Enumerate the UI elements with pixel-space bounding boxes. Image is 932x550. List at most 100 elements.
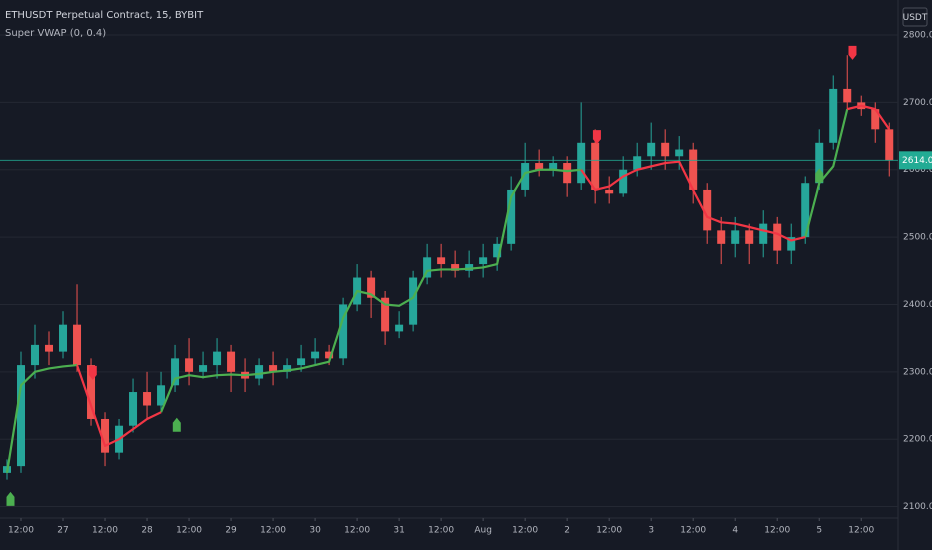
x-tick-label: 4 xyxy=(732,526,738,536)
currency-box xyxy=(902,7,928,27)
candle-body xyxy=(171,358,180,386)
candle-body xyxy=(157,385,166,406)
currency-label: USDT xyxy=(903,13,928,23)
candle-body xyxy=(17,365,26,467)
candle-body xyxy=(619,169,628,194)
candle-body xyxy=(521,163,530,190)
last-price-box xyxy=(899,151,932,170)
candle-body xyxy=(325,351,334,359)
sell-signal xyxy=(592,130,601,145)
grid xyxy=(0,34,898,508)
x-tick-label: Aug xyxy=(474,526,492,536)
indicator-label: Super VWAP (0, 0.4) xyxy=(5,28,106,39)
vwap-line xyxy=(580,160,806,242)
y-tick-label: 2100.00 xyxy=(903,502,932,512)
x-tick-label: 12:00 xyxy=(344,526,370,536)
candle-body xyxy=(283,365,292,372)
plot-area xyxy=(0,45,898,506)
x-tick-label: 31 xyxy=(393,526,404,536)
candle-body xyxy=(633,156,642,170)
y-tick-label: 2200.00 xyxy=(903,435,932,445)
vwap-line xyxy=(5,363,78,474)
x-tick-label: 3 xyxy=(648,526,654,536)
x-tick-label: 12:00 xyxy=(8,526,34,536)
candle-body xyxy=(227,351,236,372)
buy-signal xyxy=(815,168,824,183)
x-tick-label: 12:00 xyxy=(680,526,706,536)
candle-body xyxy=(703,189,712,231)
vwap-line xyxy=(75,364,162,448)
candle-body xyxy=(213,351,222,366)
candle-body xyxy=(605,189,614,194)
candle-body xyxy=(185,358,194,372)
candle-body xyxy=(717,230,726,244)
candle-body xyxy=(311,351,320,359)
candle-body xyxy=(773,223,782,251)
candle-body xyxy=(31,344,40,366)
candle-body xyxy=(549,163,558,170)
candle-body xyxy=(759,223,768,244)
candle-body xyxy=(437,257,446,265)
candle-body xyxy=(73,324,82,366)
candle-body xyxy=(563,163,572,184)
x-tick-label: 12:00 xyxy=(596,526,622,536)
candle-body xyxy=(535,163,544,170)
candle-body xyxy=(101,418,110,453)
candle-body xyxy=(675,149,684,157)
last-price-label: 2614.00 xyxy=(902,156,932,166)
candle-body xyxy=(45,344,54,352)
buy-signal xyxy=(6,491,15,506)
candle-body xyxy=(731,230,740,244)
candle-body xyxy=(395,324,404,332)
x-tick-label: 12:00 xyxy=(512,526,538,536)
candle-body xyxy=(829,88,838,143)
candle-body xyxy=(815,142,824,184)
x-tick-label: 12:00 xyxy=(848,526,874,536)
vwap-line xyxy=(846,104,891,130)
candle-body xyxy=(465,264,474,271)
candle-body xyxy=(591,142,600,190)
candle-body xyxy=(381,297,390,332)
candle-body xyxy=(647,142,656,157)
candle-body xyxy=(885,129,894,161)
candle-body xyxy=(787,237,796,251)
axes: 2100.00 2200.00 2300.00 2400.00 2500.00 2600.… xyxy=(8,31,932,536)
candle-body xyxy=(423,257,432,278)
candle-body xyxy=(661,142,670,157)
x-tick-label: 12:00 xyxy=(176,526,202,536)
candle-body xyxy=(843,88,852,103)
candle-body xyxy=(199,365,208,372)
candle-body xyxy=(339,304,348,359)
candle-body xyxy=(143,392,152,406)
sell-signal xyxy=(848,45,857,60)
candle-body xyxy=(59,324,68,352)
x-tick-label: 12:00 xyxy=(92,526,118,536)
y-tick-label: 2500.00 xyxy=(903,233,932,243)
x-tick-label: 12:00 xyxy=(764,526,790,536)
buy-signal xyxy=(172,417,181,432)
x-tick-label: 5 xyxy=(816,526,822,536)
candle-body xyxy=(479,257,488,265)
x-tick-label: 29 xyxy=(225,526,237,536)
y-tick-label: 2400.00 xyxy=(903,300,932,310)
candle-body xyxy=(87,365,96,419)
candle-body xyxy=(507,189,516,244)
candle-body xyxy=(129,392,138,426)
chart-title: ETHUSDT Perpetual Contract, 15, BYBIT xyxy=(5,10,204,21)
y-tick-label: 2600.00 xyxy=(903,165,932,175)
y-tick-label: 2700.00 xyxy=(903,98,932,108)
x-tick-label: 27 xyxy=(57,526,68,536)
sell-signal xyxy=(88,365,97,380)
candle-body xyxy=(745,230,754,244)
candle-body xyxy=(255,365,264,379)
candle-body xyxy=(493,243,502,258)
candle-body xyxy=(577,142,586,184)
candle-body xyxy=(801,183,810,238)
x-tick-label: 28 xyxy=(141,526,153,536)
candle-body xyxy=(269,365,278,372)
y-tick-label: 2800.00 xyxy=(903,31,932,41)
candle-body xyxy=(871,109,880,130)
x-tick-label: 2 xyxy=(564,526,570,536)
